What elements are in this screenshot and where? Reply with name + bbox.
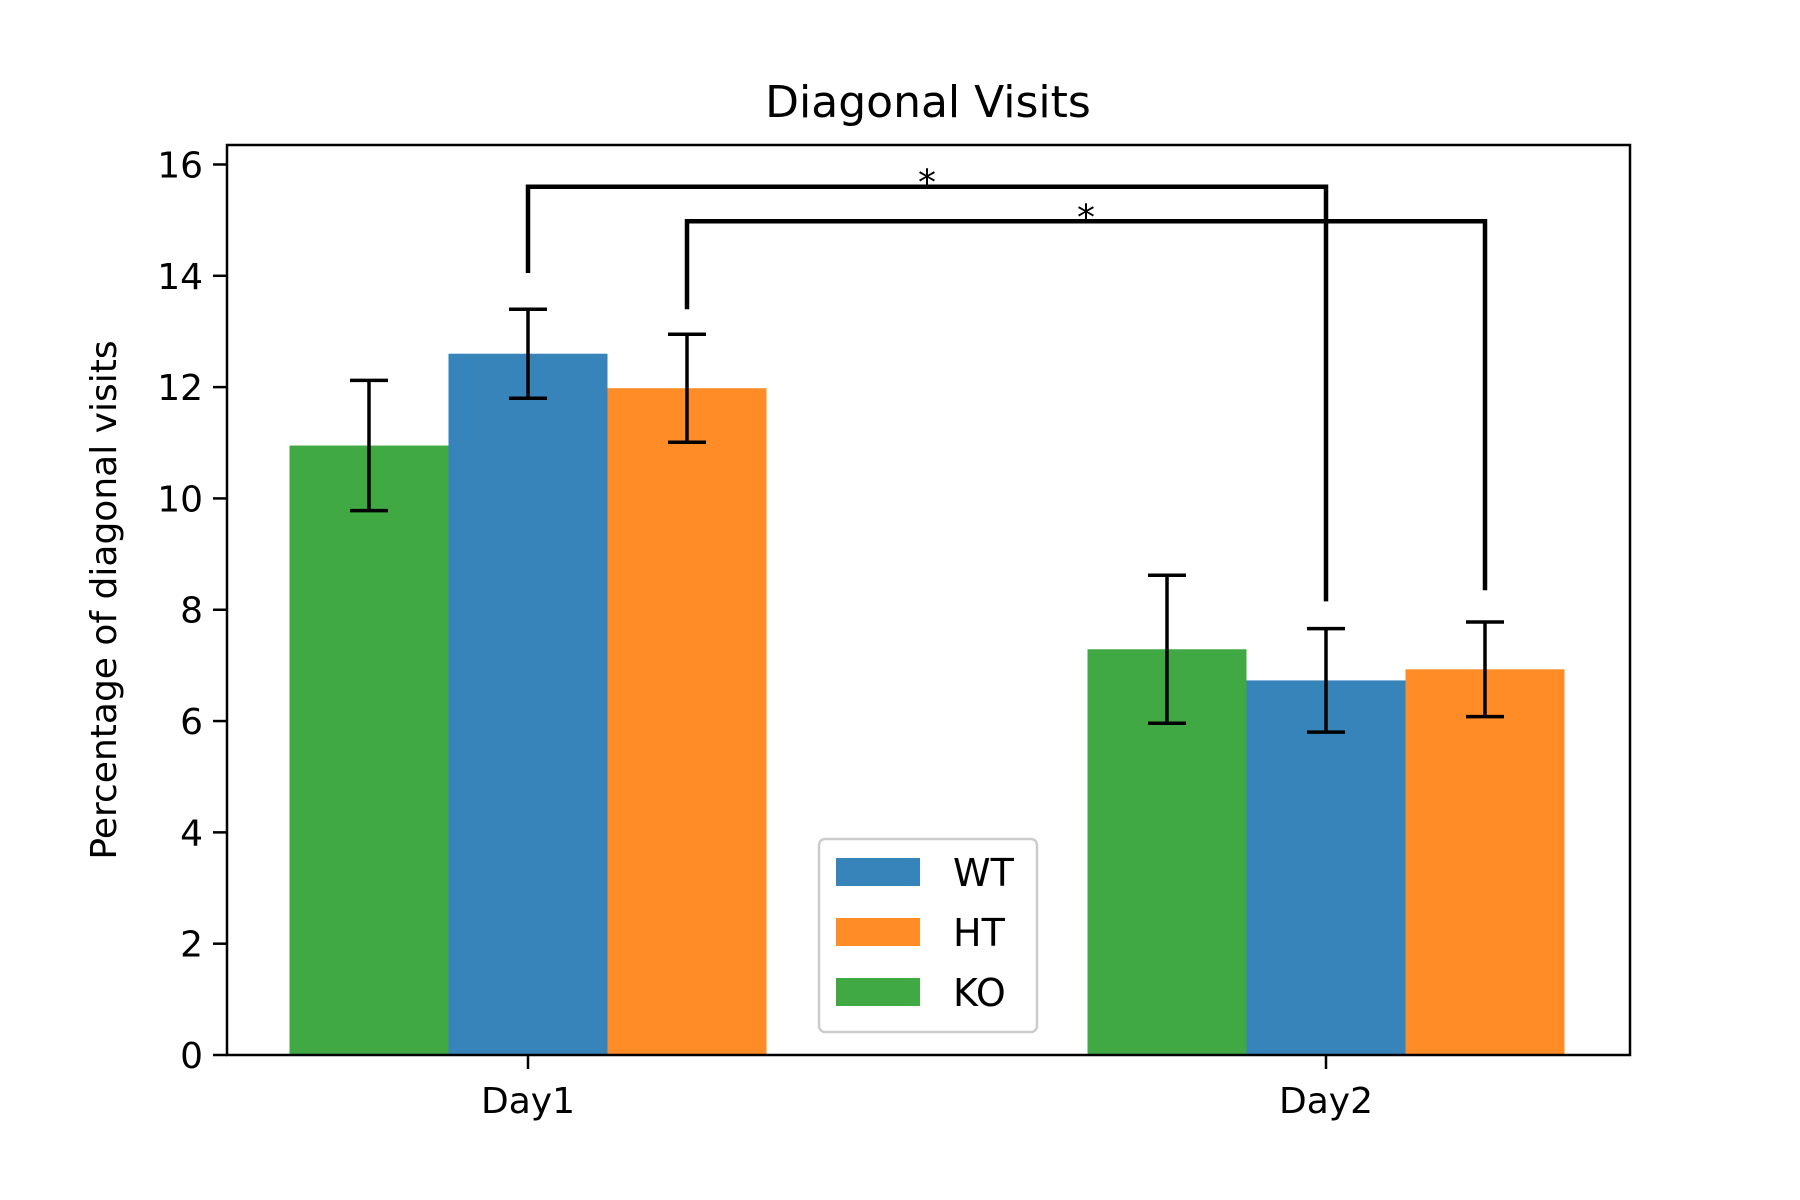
y-tick-label-8: 8 <box>180 591 203 632</box>
significance-bracket-wt <box>525 184 1329 602</box>
significance-label-ht: * <box>1077 197 1095 238</box>
legend-swatch-wt <box>836 858 920 886</box>
bar-ko-day1 <box>289 445 449 1056</box>
legend-swatch-ko <box>836 978 920 1006</box>
legend-swatch-ht <box>836 918 920 946</box>
bar-wt-day2 <box>1246 680 1406 1055</box>
bar-ht-day1 <box>607 388 767 1055</box>
y-tick-label-14: 14 <box>157 257 203 298</box>
legend-label-ko: KO <box>953 971 1006 1015</box>
legend-label-ht: HT <box>953 911 1006 955</box>
y-tick-label-16: 16 <box>157 145 203 186</box>
y-tick-label-12: 12 <box>157 368 203 409</box>
axes-frame <box>225 143 1632 1057</box>
y-axis-label: Percentage of diagonal visits <box>84 340 125 859</box>
bar-ht-day2 <box>1405 669 1565 1055</box>
chart-title: Diagonal Visits <box>765 77 1091 128</box>
y-tick-label-10: 10 <box>157 479 203 520</box>
y-tick-label-2: 2 <box>180 925 203 966</box>
y-tick-label-6: 6 <box>180 702 203 743</box>
bar-wt-day1 <box>448 353 608 1056</box>
legend-label-wt: WT <box>953 851 1015 895</box>
plot-area: * * 0 2 4 6 8 10 12 14 16 Day1 Day2 <box>157 145 1565 1122</box>
y-tick-label-4: 4 <box>180 813 203 854</box>
significance-bracket-ht <box>684 219 1488 591</box>
x-tick-label-day1: Day1 <box>481 1081 575 1122</box>
legend: WT HT KO <box>817 837 1039 1034</box>
significance-label-wt: * <box>918 163 936 204</box>
y-tick-label-0: 0 <box>180 1036 203 1077</box>
x-tick-label-day2: Day2 <box>1279 1081 1373 1122</box>
